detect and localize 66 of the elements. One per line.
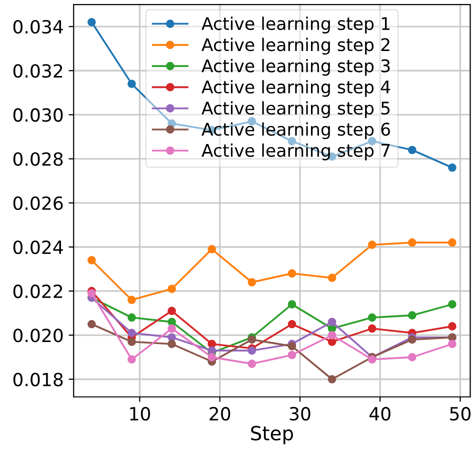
y-tick-label: 0.022 — [13, 284, 62, 298]
legend-label: Active learning step 4 — [202, 80, 390, 97]
point — [368, 355, 376, 364]
point — [408, 238, 416, 247]
point — [128, 355, 136, 364]
point — [288, 350, 296, 360]
point — [368, 324, 376, 333]
point — [87, 289, 96, 298]
point — [328, 318, 336, 326]
point — [208, 245, 216, 254]
point — [87, 18, 96, 26]
point — [128, 80, 136, 88]
x-tick-label: 30 — [290, 406, 310, 421]
point — [248, 278, 256, 286]
point — [208, 353, 216, 362]
point — [448, 238, 456, 247]
legend-label: Active learning step 2 — [202, 38, 390, 55]
point — [168, 306, 176, 316]
y-tick-label: 0.030 — [13, 108, 63, 122]
point — [168, 284, 176, 294]
point — [87, 256, 96, 264]
x-tick-label: 20 — [210, 406, 230, 421]
point — [288, 269, 296, 278]
legend-label: Active learning step 7 — [202, 144, 390, 160]
x-axis-title: Step — [251, 426, 294, 444]
point — [208, 340, 216, 348]
legend-label: Active learning step 3 — [202, 58, 390, 76]
point — [248, 360, 256, 368]
point — [168, 324, 176, 333]
point — [128, 338, 136, 346]
x-tick-label: 40 — [370, 406, 390, 421]
x-tick-label: 10 — [130, 406, 150, 421]
y-tick-label: 0.020 — [13, 328, 63, 342]
point — [368, 313, 376, 322]
point — [448, 322, 456, 331]
point — [128, 296, 136, 304]
point — [128, 313, 136, 322]
legend-label: Active learning step 5 — [202, 101, 390, 118]
point — [288, 342, 296, 350]
point — [408, 311, 416, 320]
x-tick-label: 50 — [450, 406, 471, 421]
point — [408, 146, 416, 154]
y-tick-label: 0.024 — [13, 240, 63, 254]
point — [368, 240, 376, 249]
legend-label: Active learning step 1 — [202, 16, 390, 34]
y-tick-label: 0.018 — [13, 372, 63, 386]
point — [87, 320, 96, 328]
point — [288, 300, 296, 308]
point — [448, 163, 456, 172]
y-tick-label: 0.034 — [13, 20, 63, 34]
point — [328, 338, 336, 346]
point — [288, 320, 296, 328]
point — [328, 330, 336, 340]
point — [448, 300, 456, 308]
y-tick-label: 0.032 — [13, 64, 62, 78]
legend-label: Active learning step 6 — [202, 122, 390, 140]
point — [448, 340, 456, 348]
point — [128, 328, 136, 338]
point — [328, 274, 336, 282]
point — [328, 375, 336, 384]
point — [168, 318, 176, 326]
point — [408, 353, 416, 362]
y-tick-label: 0.028 — [13, 152, 63, 166]
point — [208, 346, 216, 355]
y-tick-label: 0.026 — [13, 196, 63, 210]
point — [168, 340, 176, 348]
